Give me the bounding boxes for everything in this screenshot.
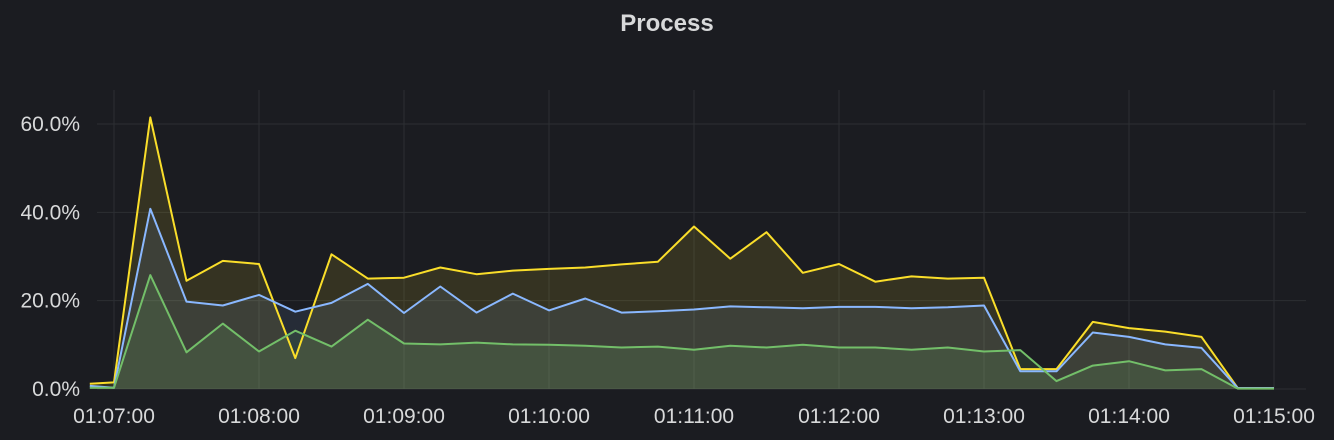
x-tick-label: 01:11:00 — [654, 405, 734, 428]
x-tick-label: 01:14:00 — [1088, 405, 1170, 428]
x-tick-label: 01:15:00 — [1233, 405, 1315, 428]
x-tick-label: 01:08:00 — [218, 405, 300, 428]
y-tick-label: 20.0% — [20, 290, 80, 313]
x-grid — [113, 90, 1275, 389]
x-tick-label: 01:12:00 — [798, 405, 880, 428]
x-tick-label: 01:10:00 — [508, 405, 590, 428]
x-axis-tick-labels: 01:07:00 01:08:00 01:09:00 01:10:00 01:11:00… — [73, 405, 1315, 428]
series-area-0 — [89, 117, 1274, 390]
series-line-1 — [89, 207, 1274, 390]
series-line-2 — [89, 274, 1274, 390]
panel-title: Process — [620, 10, 713, 37]
y-axis-tick-labels: 0.0% 20.0% 40.0% 60.0% — [20, 113, 80, 401]
series-area-1 — [89, 208, 1274, 389]
series-areas — [89, 117, 1274, 390]
y-tick-label: 60.0% — [20, 113, 80, 136]
y-grid — [97, 123, 1306, 390]
series-line-0 — [89, 116, 1274, 390]
series-area-2 — [89, 275, 1274, 389]
series-lines — [89, 116, 1274, 390]
x-tick-label: 01:13:00 — [943, 405, 1025, 428]
y-tick-label: 40.0% — [20, 201, 80, 224]
y-tick-label: 0.0% — [32, 378, 80, 401]
x-tick-label: 01:07:00 — [73, 405, 155, 428]
x-tick-label: 01:09:00 — [363, 405, 445, 428]
